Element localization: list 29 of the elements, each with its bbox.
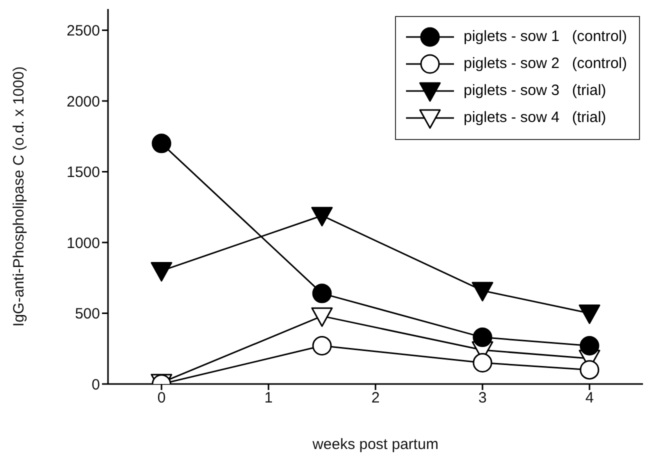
point — [312, 336, 332, 356]
point — [152, 134, 172, 154]
x-tick-label: 2 — [371, 390, 380, 407]
legend-label: piglets - sow 1 (control) — [464, 28, 627, 45]
x-tick-label: 3 — [478, 390, 487, 407]
point — [472, 282, 494, 302]
y-axis-title: IgG-anti-Phospholipase C (o.d. x 1000) — [10, 66, 28, 327]
y-tick-label: 2500 — [66, 22, 100, 40]
point — [311, 307, 333, 327]
point — [578, 304, 600, 324]
point — [312, 284, 332, 304]
x-tick-label: 4 — [585, 390, 594, 407]
y-tick-label: 1000 — [66, 234, 100, 252]
legend-label: piglets - sow 2 (control) — [464, 55, 627, 72]
point — [580, 360, 600, 380]
point — [150, 262, 172, 282]
point — [472, 328, 492, 348]
point — [580, 336, 600, 356]
x-axis-title: weeks post partum — [312, 436, 438, 453]
y-tick-label: 1500 — [66, 164, 100, 182]
x-tick-label: 0 — [157, 390, 166, 407]
point — [311, 206, 333, 226]
legend-label: piglets - sow 4 (trial) — [464, 109, 606, 126]
legend-label: piglets - sow 3 (trial) — [464, 82, 606, 99]
y-tick-label: 0 — [92, 376, 100, 394]
point — [472, 353, 492, 373]
y-tick-label: 500 — [74, 306, 100, 323]
y-tick-label: 2000 — [66, 93, 100, 110]
x-tick-label: 1 — [264, 390, 273, 407]
